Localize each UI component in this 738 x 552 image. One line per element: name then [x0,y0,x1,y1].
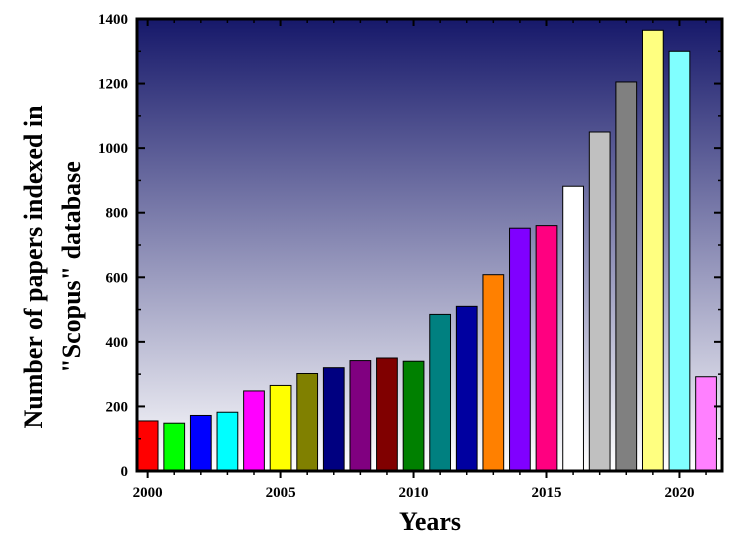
x-tick-label: 2010 [399,485,429,501]
y-axis-title-line-2: "Scopus" database [57,161,86,373]
x-axis-title: Years [399,507,461,536]
bar-2014 [509,227,531,472]
bar-2007 [322,367,345,472]
bar-2004 [243,390,265,472]
bar-2006 [296,373,319,472]
bars [136,29,717,472]
y-tick-label: 1000 [98,141,128,157]
bar-2001 [163,422,186,472]
y-tick-label: 1400 [98,12,128,28]
bar-2000 [136,420,159,472]
axes: 0 200 400 600 800 1000 1200 1400 2000 2005 2010 201… [98,12,722,501]
y-tick-label: 600 [106,270,129,286]
bar-2013 [482,274,505,472]
bar-2009 [376,357,398,472]
x-tick-label: 2020 [664,485,694,501]
bar-2020 [668,50,691,472]
bar-2019 [641,29,664,472]
x-tick-label: 2005 [266,485,296,501]
bar-2011 [429,313,452,472]
bar-2012 [455,305,478,472]
y-tick-label: 400 [106,335,129,351]
y-tick-label: 0 [121,464,129,480]
bar-2002 [189,414,212,472]
bar-2010 [402,360,425,472]
bar-2018 [615,81,638,472]
x-tick-label: 2015 [532,485,562,501]
bar-2005 [269,384,292,472]
y-tick-label: 200 [106,399,129,415]
y-tick-label: 800 [106,206,129,222]
bar-2008 [349,360,372,472]
y-axis-title-line-1: Number of papers indexed in [19,105,48,429]
y-tick-label: 1200 [98,77,128,93]
bar-2016 [562,185,584,472]
bar-2021 [695,376,717,472]
bar-2017 [588,131,611,472]
bar-2003 [216,411,239,472]
bar-2015 [535,225,558,472]
x-tick-label: 2000 [133,485,163,501]
